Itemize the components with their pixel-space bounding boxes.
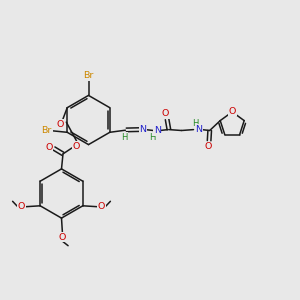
Text: N: N xyxy=(195,125,203,134)
Text: Br: Br xyxy=(42,126,52,135)
Text: O: O xyxy=(205,142,212,151)
Text: O: O xyxy=(45,143,52,152)
Text: O: O xyxy=(98,202,105,211)
Text: O: O xyxy=(162,109,169,118)
Text: O: O xyxy=(59,233,66,242)
Text: N: N xyxy=(154,126,161,135)
Text: O: O xyxy=(229,106,236,116)
Text: H: H xyxy=(149,133,156,142)
Text: O: O xyxy=(57,120,64,129)
Text: H: H xyxy=(192,118,198,127)
Text: N: N xyxy=(140,124,147,134)
Text: H: H xyxy=(121,133,127,142)
Text: O: O xyxy=(73,142,80,151)
Text: Br: Br xyxy=(83,71,94,80)
Text: O: O xyxy=(18,202,25,211)
